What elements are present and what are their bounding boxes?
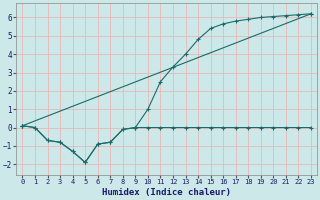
X-axis label: Humidex (Indice chaleur): Humidex (Indice chaleur)	[102, 188, 231, 197]
